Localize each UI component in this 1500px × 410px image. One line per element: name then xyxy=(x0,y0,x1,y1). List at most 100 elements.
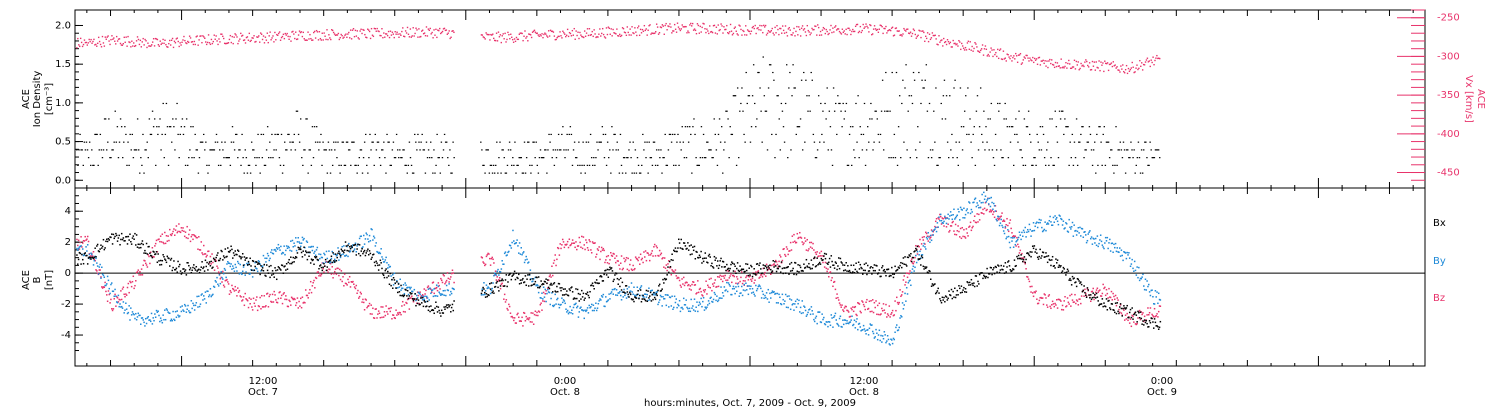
series-bz-point xyxy=(693,284,696,286)
series-vx-point xyxy=(738,24,740,26)
series-bz-point xyxy=(385,305,387,307)
series-vx-point xyxy=(104,36,107,38)
series-vx-point xyxy=(822,26,825,29)
series-by-point xyxy=(246,262,248,265)
ion-density-point xyxy=(1064,118,1066,120)
series-vx-point xyxy=(584,35,587,37)
series-vx-point xyxy=(993,49,995,51)
series-by-point xyxy=(1113,243,1115,246)
ion-density-point xyxy=(76,149,78,151)
series-vx-point xyxy=(190,41,193,43)
series-by-point xyxy=(845,322,847,325)
ion-density-point xyxy=(925,64,928,66)
series-by-point xyxy=(862,324,865,327)
series-vx-point xyxy=(591,30,593,33)
ion-density-point xyxy=(503,157,505,159)
series-vx-point xyxy=(925,37,928,40)
series-vx-point xyxy=(685,25,687,28)
series-by-point xyxy=(493,274,495,277)
series-vx-point xyxy=(408,36,411,38)
series-vx-point xyxy=(894,27,897,30)
ion-density-point xyxy=(1120,149,1123,151)
series-bz-point xyxy=(151,246,154,249)
series-by-point xyxy=(532,280,534,282)
series-bz-point xyxy=(970,229,973,232)
series-bz-point xyxy=(925,231,927,234)
series-bz-point xyxy=(602,247,605,250)
series-by-point xyxy=(1134,269,1137,272)
series-bz-point xyxy=(243,304,246,307)
series-by-point xyxy=(965,209,968,212)
series-by-point xyxy=(862,328,864,331)
series-bz-point xyxy=(1007,230,1010,233)
series-by-point xyxy=(157,310,159,312)
series-by-point xyxy=(729,285,731,287)
ion-density-point xyxy=(587,141,590,143)
series-by-point xyxy=(993,202,995,205)
ion-density-point xyxy=(731,133,734,136)
series-vx-point xyxy=(349,29,352,31)
series-bz-point xyxy=(785,246,788,248)
ion-density-point xyxy=(556,149,559,151)
series-by-point xyxy=(783,303,785,305)
ion-density-point xyxy=(710,149,712,151)
series-by-point xyxy=(195,302,198,304)
ion-density-point xyxy=(318,149,320,151)
ion-density-point xyxy=(745,71,747,74)
series-vx-point xyxy=(376,27,378,30)
series-by-point xyxy=(387,264,390,266)
series-vx-point xyxy=(1004,57,1007,59)
ion-density-point xyxy=(193,157,195,159)
ion-density-point xyxy=(548,133,550,136)
series-vx-point xyxy=(1124,68,1127,71)
ion-density-point xyxy=(885,71,887,74)
series-by-point xyxy=(680,307,682,309)
ion-density-point xyxy=(1054,110,1056,112)
series-by-point xyxy=(975,205,978,208)
series-by-point xyxy=(750,285,752,287)
series-vx-point xyxy=(834,26,836,28)
ion-density-point xyxy=(678,164,680,166)
series-bz-point xyxy=(299,305,301,307)
series-vx-point xyxy=(1001,58,1004,61)
ion-density-point xyxy=(946,141,949,143)
series-by-point xyxy=(244,274,246,276)
series-by-point xyxy=(131,311,134,313)
series-by-point xyxy=(934,228,936,231)
series-vx-point xyxy=(293,33,295,35)
series-vx-point xyxy=(818,34,821,36)
series-vx-point xyxy=(875,29,878,31)
ion-density-point xyxy=(367,172,369,174)
series-vx-point xyxy=(765,34,768,36)
series-by-point xyxy=(522,251,525,253)
series-by-point xyxy=(316,246,319,249)
series-bz-point xyxy=(872,311,875,314)
series-by-point xyxy=(83,254,86,256)
series-by-point xyxy=(664,294,667,296)
series-by-point xyxy=(910,284,912,287)
series-by-point xyxy=(605,300,608,303)
series-bz-point xyxy=(1021,252,1023,255)
ion-density-point xyxy=(520,157,523,159)
ion-density-point xyxy=(977,149,980,151)
series-by-point xyxy=(101,266,103,269)
ion-density-point xyxy=(735,164,738,166)
ion-density-point xyxy=(187,164,189,166)
series-vx-point xyxy=(176,37,179,39)
series-by-point xyxy=(393,272,396,275)
series-vx-point xyxy=(693,28,696,30)
series-by-point xyxy=(741,294,744,297)
series-by-point xyxy=(149,319,151,321)
series-by-point xyxy=(745,282,747,284)
series-bz-point xyxy=(632,264,634,267)
series-vx-point xyxy=(528,33,530,35)
series-by-point xyxy=(801,300,804,302)
ion-density-point xyxy=(619,133,622,136)
ion-density-point xyxy=(430,141,432,143)
series-bz-point xyxy=(201,252,203,254)
series-bz-point xyxy=(275,301,278,304)
series-bz-point xyxy=(1084,288,1086,291)
series-vx-point xyxy=(817,26,820,29)
series-bz-point xyxy=(140,274,142,276)
ion-density-point xyxy=(384,157,386,159)
